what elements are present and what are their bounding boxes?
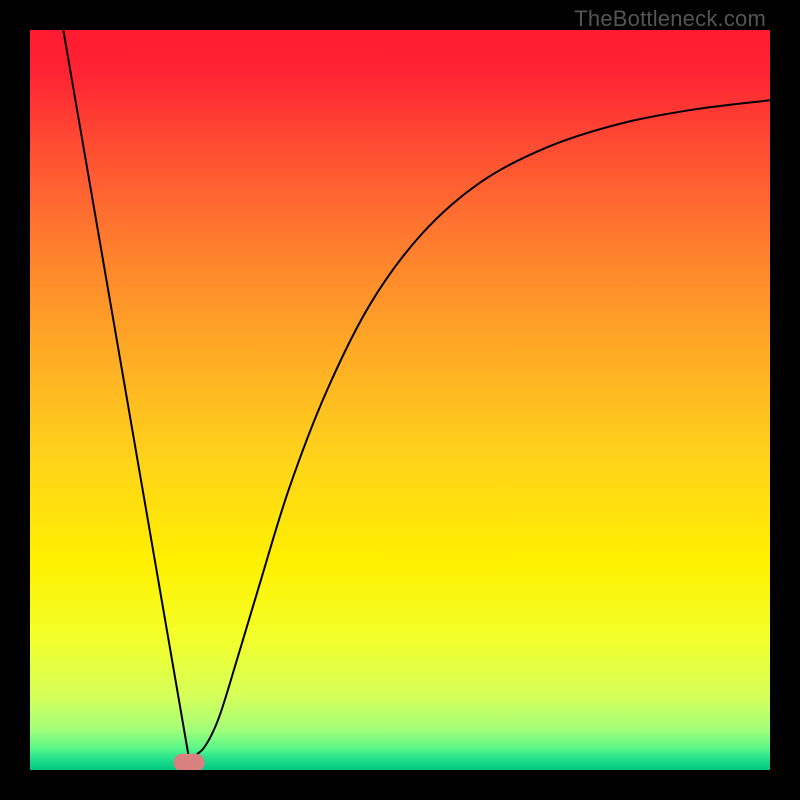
gradient-background [30, 30, 770, 770]
optimum-marker [174, 754, 205, 770]
watermark-text: TheBottleneck.com [574, 6, 766, 32]
chart-plot [30, 30, 770, 770]
chart-frame: TheBottleneck.com [0, 0, 800, 800]
